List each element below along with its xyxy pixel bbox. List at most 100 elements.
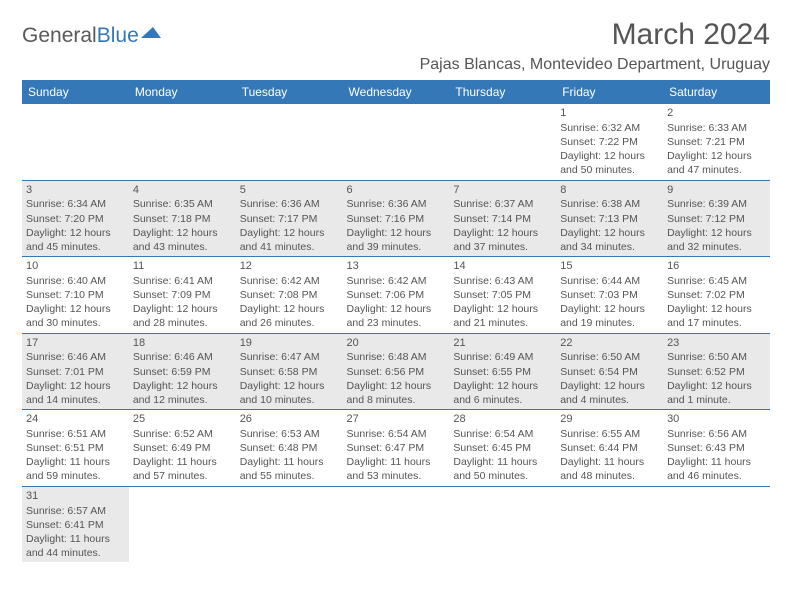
calendar-cell — [663, 486, 770, 562]
cell-sunset: Sunset: 7:10 PM — [26, 288, 125, 302]
cell-daylight2: and 50 minutes. — [453, 469, 552, 483]
cell-daylight1: Daylight: 11 hours — [133, 455, 232, 469]
cell-sunset: Sunset: 7:13 PM — [560, 212, 659, 226]
cell-daylight1: Daylight: 11 hours — [453, 455, 552, 469]
day-header: Sunday — [22, 80, 129, 104]
day-number: 12 — [240, 259, 339, 274]
cell-daylight2: and 39 minutes. — [347, 240, 446, 254]
cell-sunset: Sunset: 7:12 PM — [667, 212, 766, 226]
cell-daylight1: Daylight: 12 hours — [667, 379, 766, 393]
cell-sunrise: Sunrise: 6:40 AM — [26, 274, 125, 288]
calendar-cell: 30Sunrise: 6:56 AMSunset: 6:43 PMDayligh… — [663, 410, 770, 487]
calendar-cell: 18Sunrise: 6:46 AMSunset: 6:59 PMDayligh… — [129, 333, 236, 410]
calendar-cell — [343, 486, 450, 562]
location: Pajas Blancas, Montevideo Department, Ur… — [420, 56, 770, 74]
cell-daylight2: and 57 minutes. — [133, 469, 232, 483]
cell-daylight1: Daylight: 12 hours — [560, 302, 659, 316]
cell-sunrise: Sunrise: 6:37 AM — [453, 197, 552, 211]
cell-sunset: Sunset: 6:58 PM — [240, 365, 339, 379]
title-block: March 2024 Pajas Blancas, Montevideo Dep… — [420, 18, 770, 74]
calendar-cell — [343, 104, 450, 180]
calendar-cell: 8Sunrise: 6:38 AMSunset: 7:13 PMDaylight… — [556, 180, 663, 257]
cell-daylight2: and 59 minutes. — [26, 469, 125, 483]
calendar-cell: 7Sunrise: 6:37 AMSunset: 7:14 PMDaylight… — [449, 180, 556, 257]
cell-daylight2: and 48 minutes. — [560, 469, 659, 483]
calendar-cell: 9Sunrise: 6:39 AMSunset: 7:12 PMDaylight… — [663, 180, 770, 257]
cell-daylight1: Daylight: 11 hours — [560, 455, 659, 469]
cell-sunrise: Sunrise: 6:53 AM — [240, 427, 339, 441]
cell-daylight2: and 6 minutes. — [453, 393, 552, 407]
cell-daylight2: and 47 minutes. — [667, 163, 766, 177]
calendar-cell: 21Sunrise: 6:49 AMSunset: 6:55 PMDayligh… — [449, 333, 556, 410]
cell-daylight2: and 50 minutes. — [560, 163, 659, 177]
cell-sunset: Sunset: 6:56 PM — [347, 365, 446, 379]
calendar-cell: 16Sunrise: 6:45 AMSunset: 7:02 PMDayligh… — [663, 257, 770, 334]
cell-sunset: Sunset: 7:02 PM — [667, 288, 766, 302]
day-number: 31 — [26, 489, 125, 504]
day-number: 24 — [26, 412, 125, 427]
cell-sunrise: Sunrise: 6:32 AM — [560, 121, 659, 135]
calendar-cell — [449, 486, 556, 562]
calendar-cell — [236, 486, 343, 562]
cell-sunrise: Sunrise: 6:42 AM — [240, 274, 339, 288]
day-number: 11 — [133, 259, 232, 274]
day-number: 14 — [453, 259, 552, 274]
cell-daylight2: and 28 minutes. — [133, 316, 232, 330]
cell-sunrise: Sunrise: 6:35 AM — [133, 197, 232, 211]
calendar-cell: 5Sunrise: 6:36 AMSunset: 7:17 PMDaylight… — [236, 180, 343, 257]
cell-daylight1: Daylight: 12 hours — [133, 226, 232, 240]
day-number: 21 — [453, 336, 552, 351]
cell-daylight1: Daylight: 12 hours — [453, 302, 552, 316]
day-number: 23 — [667, 336, 766, 351]
calendar-cell: 3Sunrise: 6:34 AMSunset: 7:20 PMDaylight… — [22, 180, 129, 257]
cell-sunset: Sunset: 7:09 PM — [133, 288, 232, 302]
calendar-cell: 24Sunrise: 6:51 AMSunset: 6:51 PMDayligh… — [22, 410, 129, 487]
cell-sunset: Sunset: 7:17 PM — [240, 212, 339, 226]
day-number: 19 — [240, 336, 339, 351]
calendar-cell: 26Sunrise: 6:53 AMSunset: 6:48 PMDayligh… — [236, 410, 343, 487]
calendar-cell — [129, 486, 236, 562]
day-number: 7 — [453, 183, 552, 198]
cell-sunset: Sunset: 6:47 PM — [347, 441, 446, 455]
cell-sunrise: Sunrise: 6:49 AM — [453, 350, 552, 364]
day-number: 27 — [347, 412, 446, 427]
cell-daylight1: Daylight: 12 hours — [560, 149, 659, 163]
calendar-cell — [449, 104, 556, 180]
cell-sunset: Sunset: 6:51 PM — [26, 441, 125, 455]
cell-daylight2: and 30 minutes. — [26, 316, 125, 330]
cell-daylight2: and 21 minutes. — [453, 316, 552, 330]
cell-daylight1: Daylight: 12 hours — [667, 302, 766, 316]
cell-daylight1: Daylight: 12 hours — [26, 302, 125, 316]
cell-daylight2: and 23 minutes. — [347, 316, 446, 330]
cell-daylight1: Daylight: 12 hours — [347, 379, 446, 393]
cell-daylight2: and 46 minutes. — [667, 469, 766, 483]
cell-daylight2: and 37 minutes. — [453, 240, 552, 254]
day-number: 9 — [667, 183, 766, 198]
calendar-cell: 22Sunrise: 6:50 AMSunset: 6:54 PMDayligh… — [556, 333, 663, 410]
cell-sunset: Sunset: 6:52 PM — [667, 365, 766, 379]
cell-sunset: Sunset: 6:55 PM — [453, 365, 552, 379]
calendar-cell: 13Sunrise: 6:42 AMSunset: 7:06 PMDayligh… — [343, 257, 450, 334]
day-number: 5 — [240, 183, 339, 198]
calendar-body: 1Sunrise: 6:32 AMSunset: 7:22 PMDaylight… — [22, 104, 770, 562]
cell-sunrise: Sunrise: 6:54 AM — [453, 427, 552, 441]
day-number: 10 — [26, 259, 125, 274]
calendar-cell: 15Sunrise: 6:44 AMSunset: 7:03 PMDayligh… — [556, 257, 663, 334]
day-header: Tuesday — [236, 80, 343, 104]
calendar-table: SundayMondayTuesdayWednesdayThursdayFrid… — [22, 80, 770, 562]
cell-daylight2: and 32 minutes. — [667, 240, 766, 254]
cell-daylight2: and 8 minutes. — [347, 393, 446, 407]
day-header: Friday — [556, 80, 663, 104]
cell-daylight2: and 4 minutes. — [560, 393, 659, 407]
cell-sunrise: Sunrise: 6:52 AM — [133, 427, 232, 441]
cell-sunrise: Sunrise: 6:43 AM — [453, 274, 552, 288]
calendar-cell: 6Sunrise: 6:36 AMSunset: 7:16 PMDaylight… — [343, 180, 450, 257]
cell-daylight2: and 14 minutes. — [26, 393, 125, 407]
cell-sunset: Sunset: 7:20 PM — [26, 212, 125, 226]
day-number: 16 — [667, 259, 766, 274]
arrow-icon — [141, 24, 163, 40]
day-header: Thursday — [449, 80, 556, 104]
cell-sunset: Sunset: 7:21 PM — [667, 135, 766, 149]
cell-daylight2: and 34 minutes. — [560, 240, 659, 254]
cell-daylight2: and 45 minutes. — [26, 240, 125, 254]
